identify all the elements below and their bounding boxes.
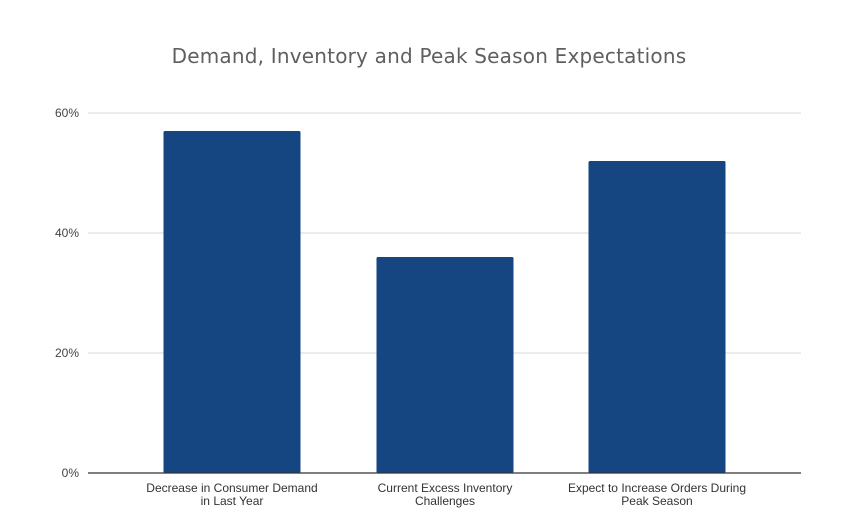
chart-title: Demand, Inventory and Peak Season Expect… [171, 44, 687, 68]
x-category-label: Current Excess Inventory Challenges [378, 481, 513, 508]
bar [376, 257, 514, 473]
y-tick-label: 60% [55, 106, 79, 120]
bar [163, 131, 301, 473]
x-category-label: Expect to Increase Orders During Peak Sea… [568, 481, 746, 508]
bars [163, 131, 726, 473]
bar [588, 161, 726, 473]
y-tick-label: 40% [55, 226, 79, 240]
x-category-label: Decrease in Consumer Demand in Last Year [146, 481, 317, 508]
y-tick-label: 0% [62, 466, 80, 480]
x-axis-category-labels: Decrease in Consumer Demand in Last Year C… [146, 481, 746, 508]
y-axis-tick-labels: 0% 20% 40% 60% [55, 106, 79, 480]
y-tick-label: 20% [55, 346, 79, 360]
